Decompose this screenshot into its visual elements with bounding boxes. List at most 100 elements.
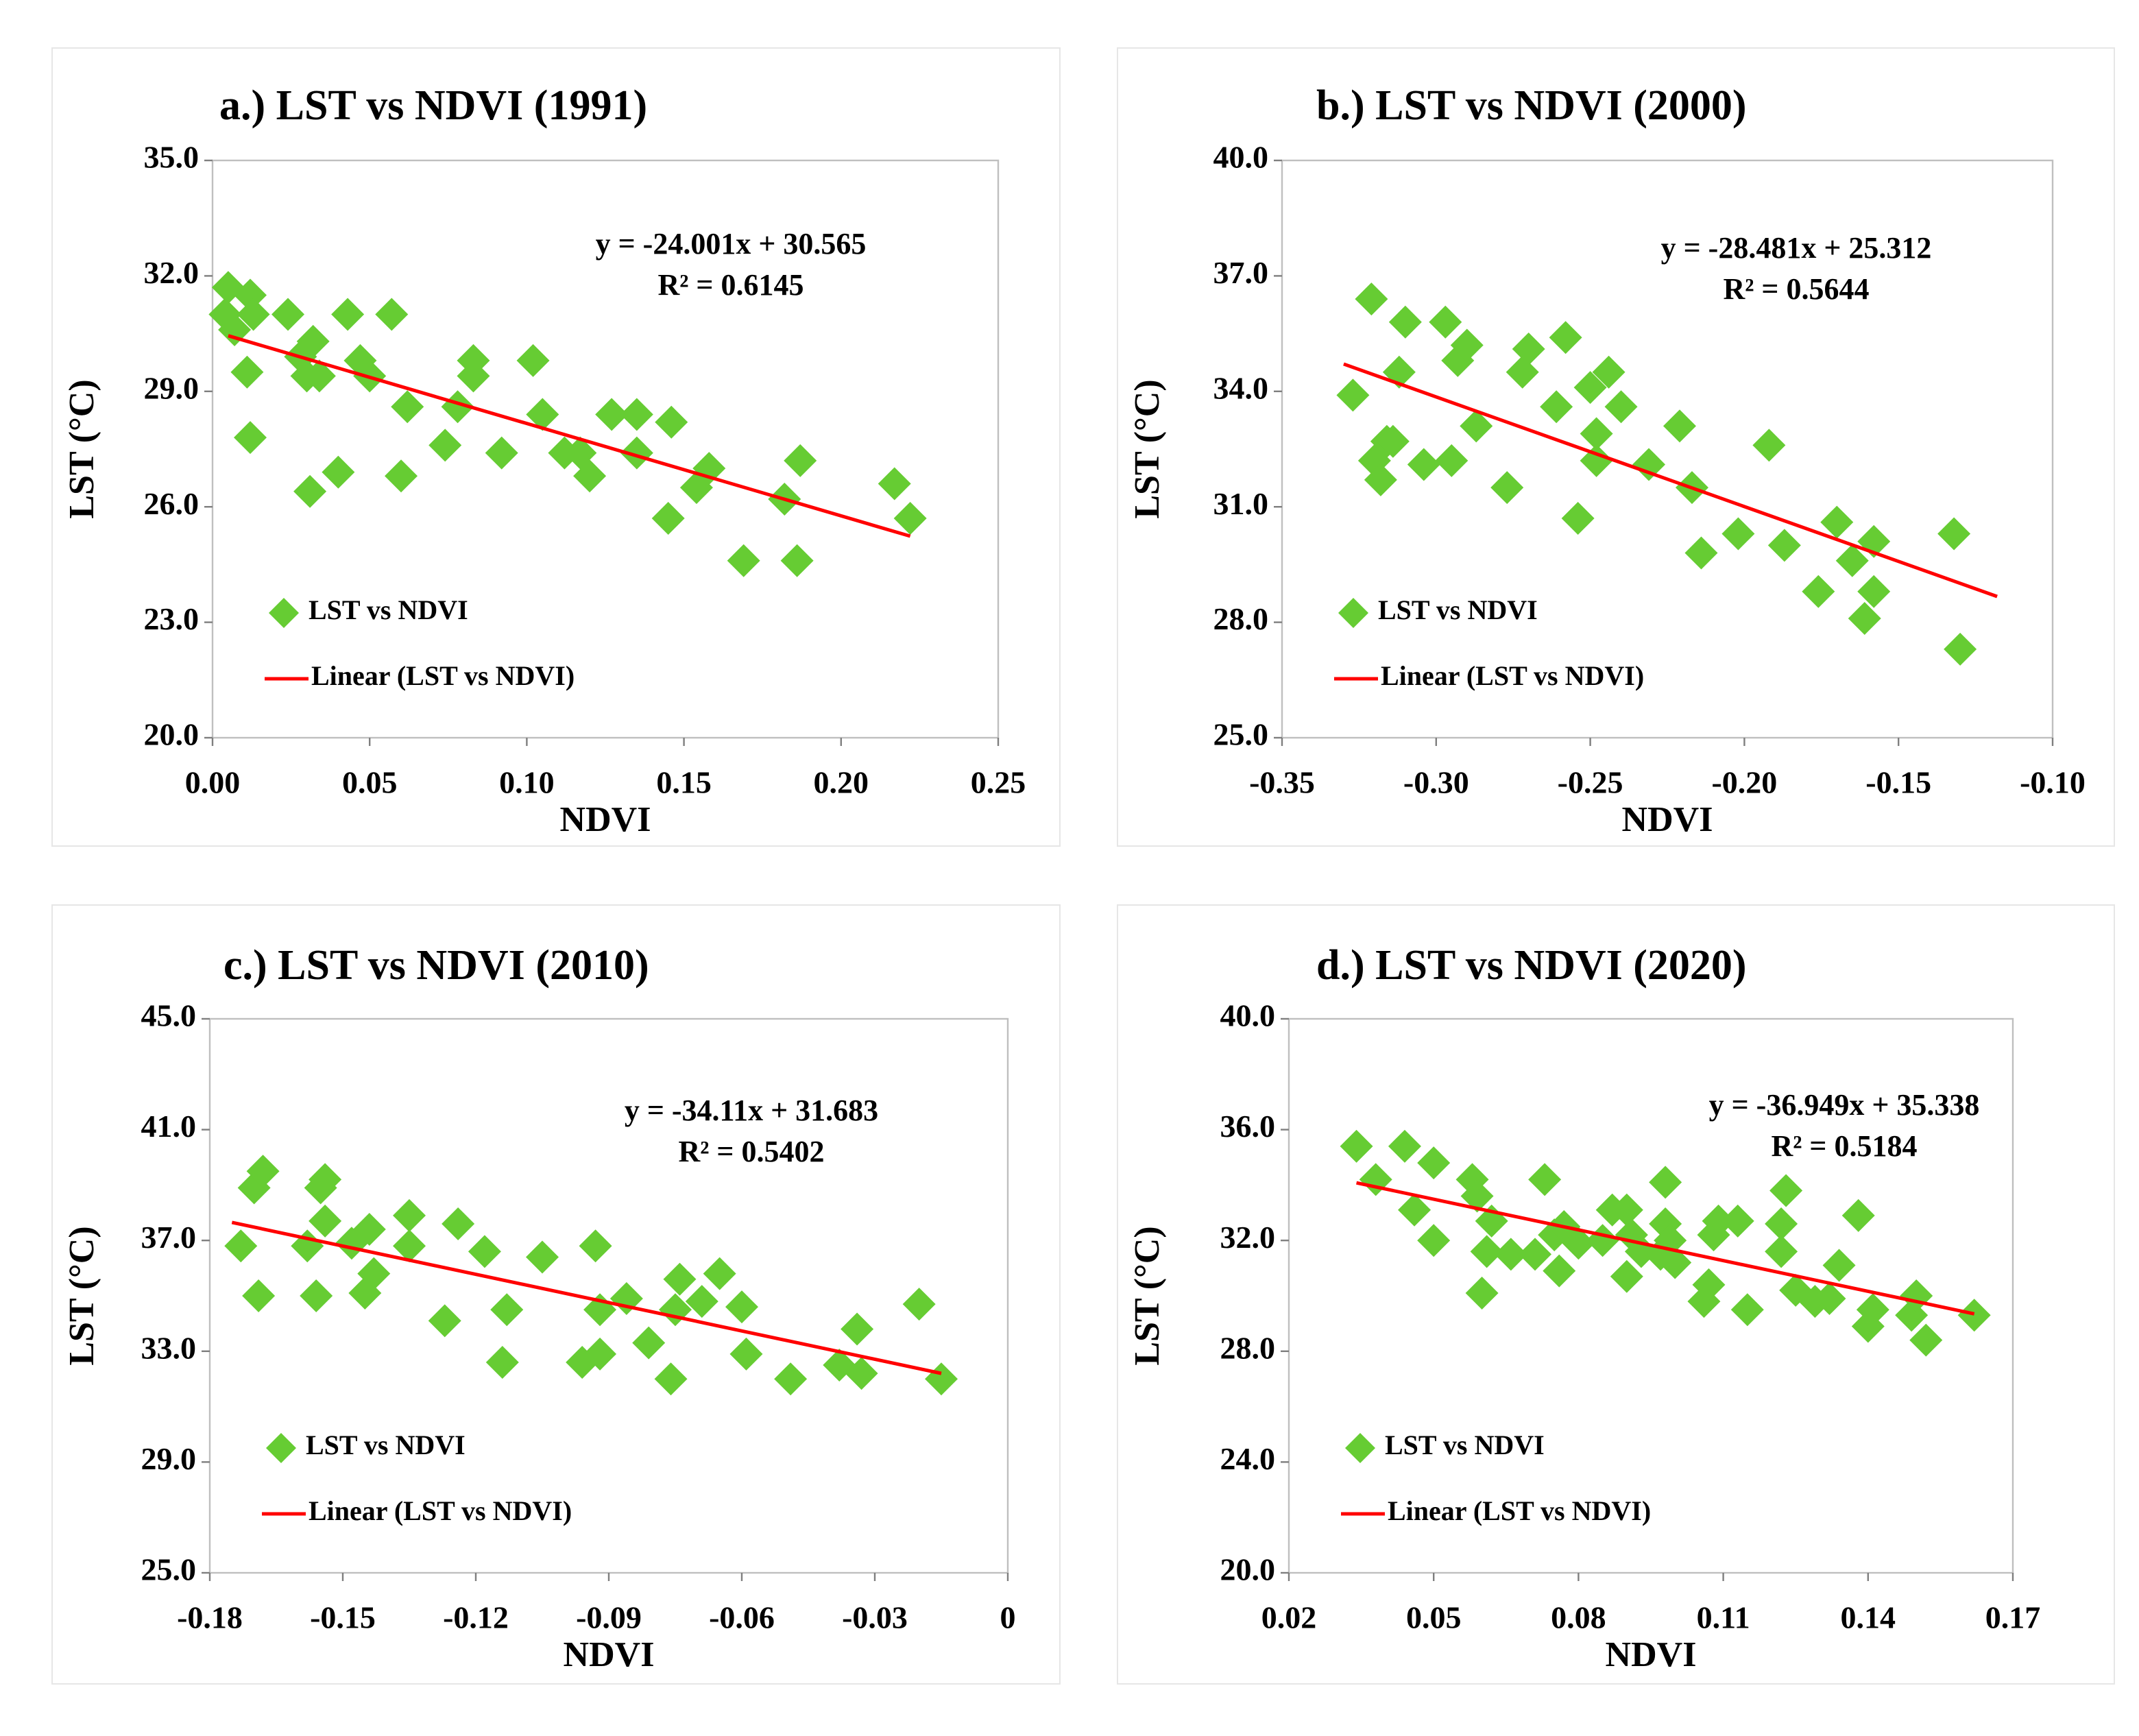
point: [348, 1276, 382, 1310]
point: [230, 355, 264, 389]
y-tick-label: 36.0: [1220, 1109, 1276, 1144]
point: [428, 429, 462, 462]
legend-label: Linear (LST vs NDVI): [1381, 660, 1644, 691]
point: [309, 1204, 342, 1238]
point: [428, 1304, 461, 1338]
point: [1562, 1227, 1595, 1260]
point: [1465, 1276, 1499, 1310]
x-axis-label: NDVI: [560, 800, 651, 839]
y-tick-label: 23.0: [144, 601, 200, 636]
point: [1429, 305, 1462, 339]
x-tick-label: 0.08: [1551, 1600, 1606, 1635]
point: [583, 1337, 617, 1371]
chart-title: c.) LST vs NDVI (2010): [223, 942, 649, 989]
point: [1610, 1193, 1643, 1227]
point: [1450, 328, 1484, 362]
point: [246, 1155, 280, 1188]
chart-title: d.) LST vs NDVI (2020): [1316, 942, 1747, 989]
point: [902, 1288, 936, 1321]
point: [1573, 371, 1607, 405]
point: [296, 324, 330, 358]
point: [1802, 575, 1835, 608]
point: [237, 298, 270, 331]
x-tick-label: 0.02: [1261, 1600, 1317, 1635]
point: [774, 1362, 808, 1396]
x-tick-label: 0.05: [1406, 1600, 1462, 1635]
x-tick-label: 0.05: [342, 765, 398, 800]
point: [878, 467, 911, 501]
point: [1769, 1174, 1803, 1207]
point: [1460, 409, 1493, 443]
point: [1767, 529, 1801, 562]
y-axis-label: LST (°C): [62, 379, 101, 518]
legend-label: Linear (LST vs NDVI): [309, 1495, 572, 1526]
point: [663, 1262, 697, 1296]
point: [1528, 1163, 1562, 1196]
point: [1543, 1254, 1576, 1288]
legend-marker: [1338, 598, 1368, 628]
point: [242, 1279, 276, 1312]
point: [632, 1326, 666, 1360]
point: [271, 298, 305, 331]
x-tick-label: 0: [1000, 1600, 1016, 1635]
point: [526, 398, 559, 431]
point: [679, 471, 713, 505]
point: [490, 1293, 524, 1327]
point: [1721, 1204, 1754, 1238]
x-tick-label: -0.03: [842, 1600, 908, 1635]
point: [1561, 502, 1595, 535]
point: [1441, 343, 1475, 377]
point: [727, 544, 760, 577]
point: [1376, 424, 1410, 458]
point: [1540, 390, 1573, 424]
point: [1435, 444, 1469, 477]
point: [300, 1279, 333, 1312]
point: [1610, 1259, 1643, 1293]
panel-frame: [1117, 47, 2115, 847]
point: [1470, 1235, 1503, 1268]
point: [218, 313, 252, 346]
legend-label: Linear (LST vs NDVI): [311, 660, 575, 691]
point: [441, 390, 474, 424]
x-tick-label: -0.12: [443, 1600, 509, 1635]
point: [1417, 1146, 1451, 1180]
y-tick-label: 32.0: [1220, 1220, 1276, 1255]
x-axis-label: NDVI: [1622, 800, 1713, 839]
point: [457, 359, 490, 393]
point: [1649, 1166, 1682, 1199]
y-tick-label: 45.0: [141, 998, 197, 1033]
point: [1663, 409, 1696, 443]
point: [1580, 417, 1613, 450]
annotation: y = -28.481x + 25.312: [1661, 231, 1932, 265]
y-tick-label: 41.0: [141, 1109, 197, 1144]
point: [1460, 1179, 1494, 1213]
point: [579, 1229, 612, 1263]
y-tick-label: 34.0: [1213, 370, 1269, 405]
y-axis-label: LST (°C): [62, 1226, 101, 1365]
x-tick-label: 0.10: [499, 765, 555, 800]
x-tick-label: -0.35: [1249, 765, 1315, 800]
y-tick-label: 40.0: [1220, 998, 1276, 1033]
point: [1702, 1204, 1735, 1238]
y-tick-label: 40.0: [1213, 140, 1269, 175]
y-tick-label: 20.0: [144, 717, 200, 752]
panel: b.) LST vs NDVI (2000) 25.0 28.0 31.0 34.0 37…: [1117, 47, 2115, 847]
point: [725, 1290, 758, 1324]
x-axis-label: NDVI: [564, 1635, 655, 1674]
point: [692, 452, 726, 485]
x-tick-label: -0.20: [1711, 765, 1777, 800]
point: [393, 1229, 426, 1263]
point: [1937, 517, 1971, 551]
annotation: y = -34.11x + 31.683: [625, 1094, 878, 1127]
y-axis-label: LST (°C): [1128, 1226, 1167, 1365]
point: [331, 298, 365, 331]
point: [1835, 544, 1869, 577]
point: [526, 1240, 559, 1274]
point: [1841, 1198, 1875, 1232]
annotation: R² = 0.6145: [657, 268, 803, 302]
x-tick-label: 0.00: [185, 765, 241, 800]
point: [302, 359, 336, 393]
point: [1857, 575, 1891, 608]
point: [1494, 1238, 1527, 1271]
y-tick-label: 24.0: [1220, 1441, 1276, 1476]
